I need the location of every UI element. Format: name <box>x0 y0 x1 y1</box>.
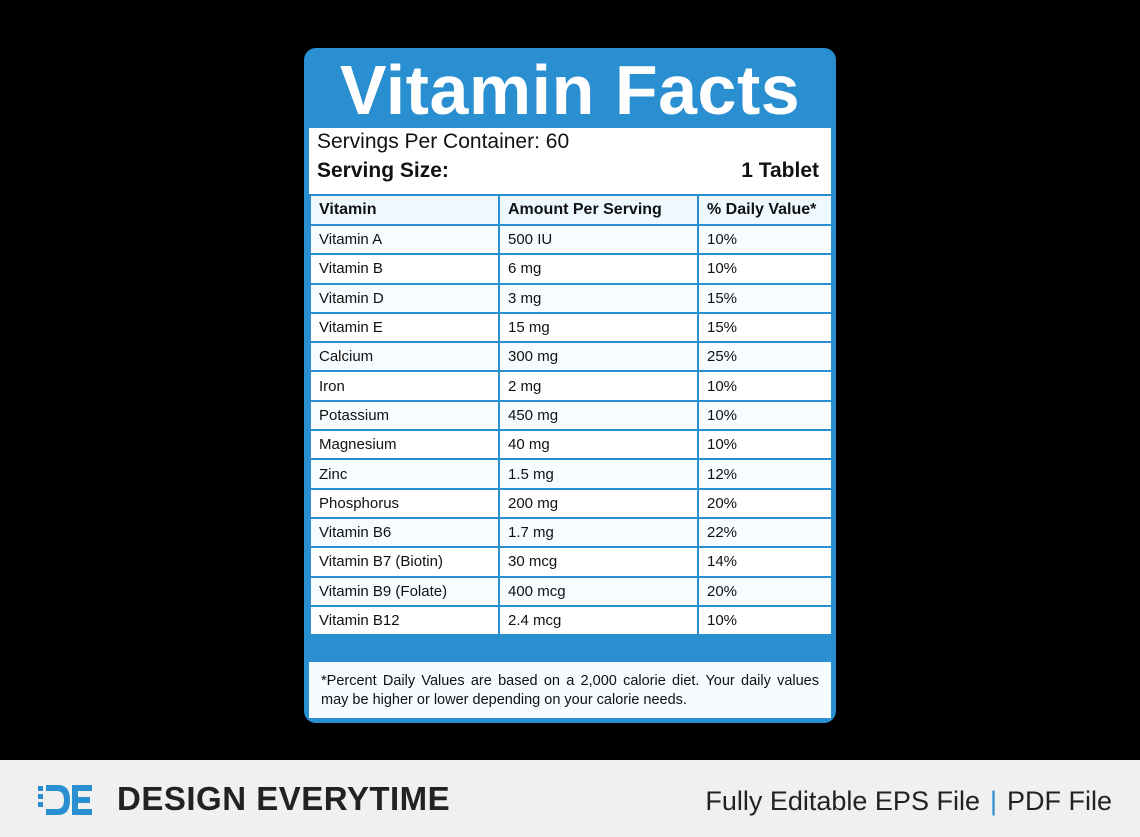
brand-name: DESIGN EVERYTIME <box>117 780 451 817</box>
vitamin-name-cell: Vitamin B9 (Folate) <box>309 575 500 607</box>
daily-value-cell: 12% <box>697 458 833 490</box>
daily-value-cell: 20% <box>697 575 833 607</box>
tagline-eps: Fully Editable EPS File <box>705 786 980 816</box>
amount-cell: 2.4 mcg <box>498 604 699 637</box>
vitamin-facts-label: Vitamin Facts Servings Per Container: 60… <box>304 48 836 723</box>
vitamin-name-cell: Calcium <box>309 341 500 373</box>
daily-value-cell: 10% <box>697 223 833 256</box>
table-row: Vitamin B6 1.7 mg 22% <box>309 516 833 549</box>
daily-value-cell: 14% <box>697 546 833 578</box>
amount-cell: 450 mg <box>498 399 699 432</box>
tagline-pdf: PDF File <box>1006 786 1112 816</box>
table-row: Vitamin B9 (Folate) 400 mcg 20% <box>309 575 833 607</box>
amount-cell: 200 mg <box>498 487 699 519</box>
amount-cell: 3 mg <box>498 282 699 314</box>
daily-value-cell: 10% <box>697 253 833 285</box>
amount-cell: 15 mg <box>498 311 699 344</box>
table-row: Phosphorus 200 mg 20% <box>309 487 833 519</box>
table-row: Vitamin B12 2.4 mcg 10% <box>309 604 833 637</box>
amount-cell: 1.7 mg <box>498 516 699 549</box>
vitamin-name-cell: Vitamin B7 (Biotin) <box>309 546 500 578</box>
daily-value-cell: 10% <box>697 370 833 402</box>
table-row: Vitamin A 500 IU 10% <box>309 223 833 256</box>
daily-value-cell: 15% <box>697 282 833 314</box>
label-title: Vitamin Facts <box>339 51 801 129</box>
amount-cell: 400 mcg <box>498 575 699 607</box>
amount-cell: 500 IU <box>498 223 699 256</box>
amount-cell: 30 mcg <box>498 546 699 578</box>
table-row: Iron 2 mg 10% <box>309 370 833 402</box>
table-row: Vitamin E 15 mg 15% <box>309 311 833 344</box>
vitamin-name-cell: Vitamin E <box>309 311 500 344</box>
serving-size-label: Serving Size: <box>317 159 449 182</box>
table-header-row: Vitamin Amount Per Serving % Daily Value… <box>309 194 833 226</box>
daily-value-cell: 10% <box>697 604 833 637</box>
vitamin-name-cell: Vitamin B12 <box>309 604 500 637</box>
vitamin-name-cell: Vitamin B6 <box>309 516 500 549</box>
column-header-vitamin: Vitamin <box>309 194 500 226</box>
daily-value-cell: 15% <box>697 311 833 344</box>
vitamin-name-cell: Magnesium <box>309 429 500 461</box>
vitamin-table: Vitamin Amount Per Serving % Daily Value… <box>309 194 833 637</box>
vitamin-name-cell: Phosphorus <box>309 487 500 519</box>
table-row: Vitamin B7 (Biotin) 30 mcg 14% <box>309 546 833 578</box>
vitamin-name-cell: Zinc <box>309 458 500 490</box>
daily-value-cell: 10% <box>697 399 833 432</box>
daily-value-cell: 20% <box>697 487 833 519</box>
amount-cell: 300 mg <box>498 341 699 373</box>
vitamin-name-cell: Potassium <box>309 399 500 432</box>
footnote: *Percent Daily Values are based on a 2,0… <box>309 662 831 718</box>
table-row: Magnesium 40 mg 10% <box>309 429 833 461</box>
column-header-daily-value: % Daily Value* <box>697 194 833 226</box>
vitamin-name-cell: Iron <box>309 370 500 402</box>
vitamin-name-cell: Vitamin D <box>309 282 500 314</box>
column-header-amount: Amount Per Serving <box>498 194 699 226</box>
amount-cell: 1.5 mg <box>498 458 699 490</box>
table-row: Zinc 1.5 mg 12% <box>309 458 833 490</box>
serving-size-value: 1 Tablet <box>741 159 819 182</box>
design-everytime-logo-icon <box>38 785 92 815</box>
amount-cell: 40 mg <box>498 429 699 461</box>
amount-cell: 6 mg <box>498 253 699 285</box>
servings-per-container: Servings Per Container: 60 <box>317 130 570 153</box>
daily-value-cell: 25% <box>697 341 833 373</box>
daily-value-cell: 10% <box>697 429 833 461</box>
table-row: Calcium 300 mg 25% <box>309 341 833 373</box>
amount-cell: 2 mg <box>498 370 699 402</box>
footer-bar: DESIGN EVERYTIME Fully Editable EPS File… <box>0 760 1140 837</box>
tagline: Fully Editable EPS File | PDF File <box>705 786 1112 817</box>
tagline-separator: | <box>989 786 997 816</box>
vitamin-name-cell: Vitamin B <box>309 253 500 285</box>
vitamin-name-cell: Vitamin A <box>309 223 500 256</box>
table-row: Potassium 450 mg 10% <box>309 399 833 432</box>
daily-value-cell: 22% <box>697 516 833 549</box>
